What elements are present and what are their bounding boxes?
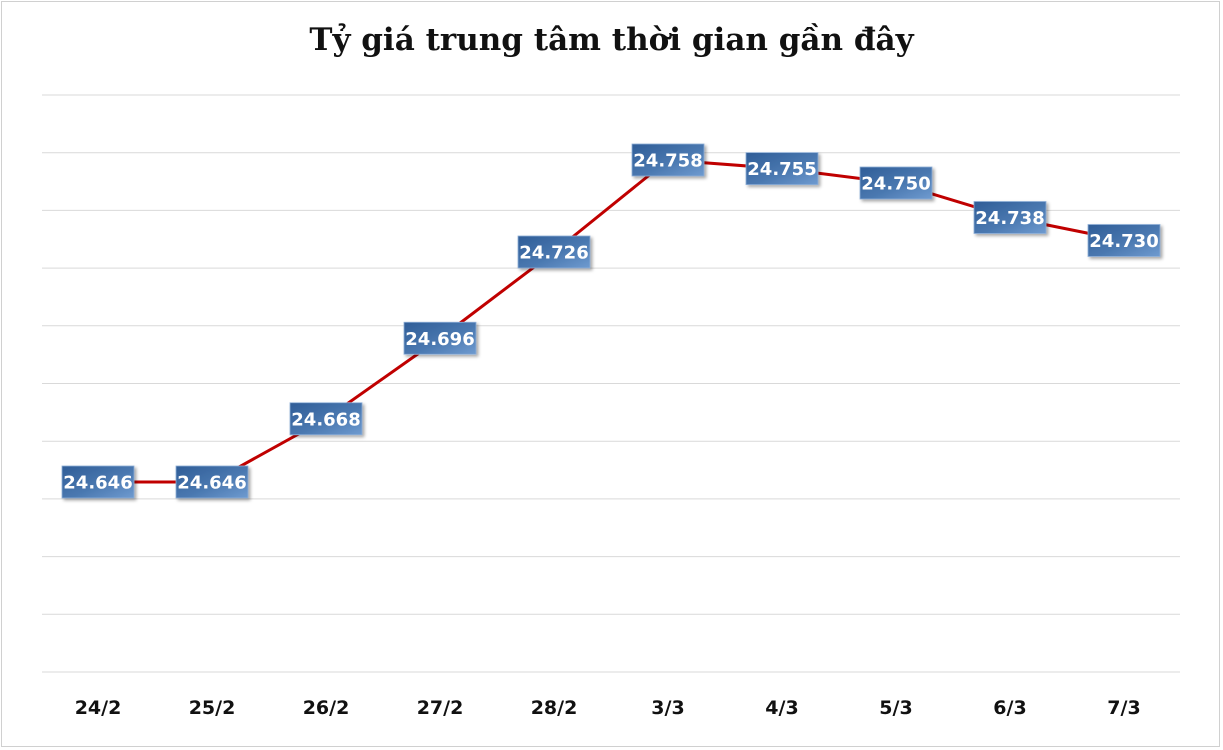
svg-text:24.646: 24.646 [63, 473, 132, 494]
x-tick-label: 4/3 [765, 697, 798, 719]
x-tick-label: 26/2 [303, 697, 350, 719]
data-label: 24.646 [61, 465, 135, 499]
x-tick-label: 3/3 [651, 697, 684, 719]
svg-text:24.668: 24.668 [291, 409, 360, 430]
x-tick-label: 25/2 [189, 697, 236, 719]
x-tick-label: 7/3 [1107, 697, 1140, 719]
x-tick-label: 28/2 [531, 697, 578, 719]
svg-text:24.755: 24.755 [747, 159, 816, 180]
x-tick-label: 6/3 [993, 697, 1026, 719]
svg-text:24.726: 24.726 [519, 243, 588, 264]
data-label: 24.755 [745, 152, 819, 186]
svg-text:24.730: 24.730 [1089, 231, 1158, 252]
data-label: 24.750 [859, 166, 933, 200]
x-axis: 24/2 25/2 26/2 27/2 28/2 3/3 4/3 5/3 6/3 7/3 [75, 697, 1141, 719]
svg-text:24.750: 24.750 [861, 174, 930, 195]
data-line [98, 158, 1125, 484]
x-tick-label: 27/2 [417, 697, 464, 719]
data-label: 24.738 [973, 201, 1047, 234]
svg-text:24.696: 24.696 [405, 329, 474, 350]
data-labels: 24.646 24.646 24.668 24.696 24.726 24.758 24.7… [61, 143, 1161, 499]
data-label: 24.668 [289, 402, 363, 436]
svg-text:24.758: 24.758 [633, 151, 702, 172]
data-label: 24.696 [403, 321, 477, 355]
svg-text:24.646: 24.646 [177, 473, 246, 494]
data-label: 24.730 [1087, 224, 1161, 257]
chart-title: Tỷ giá trung tâm thời gian gần đây [309, 22, 914, 58]
x-tick-label: 24/2 [75, 697, 122, 719]
svg-text:24.738: 24.738 [975, 208, 1044, 229]
x-tick-label: 5/3 [879, 697, 912, 719]
data-label: 24.646 [175, 465, 249, 499]
data-label: 24.758 [631, 143, 705, 177]
data-label: 24.726 [517, 235, 591, 269]
gridlines [42, 94, 1180, 673]
